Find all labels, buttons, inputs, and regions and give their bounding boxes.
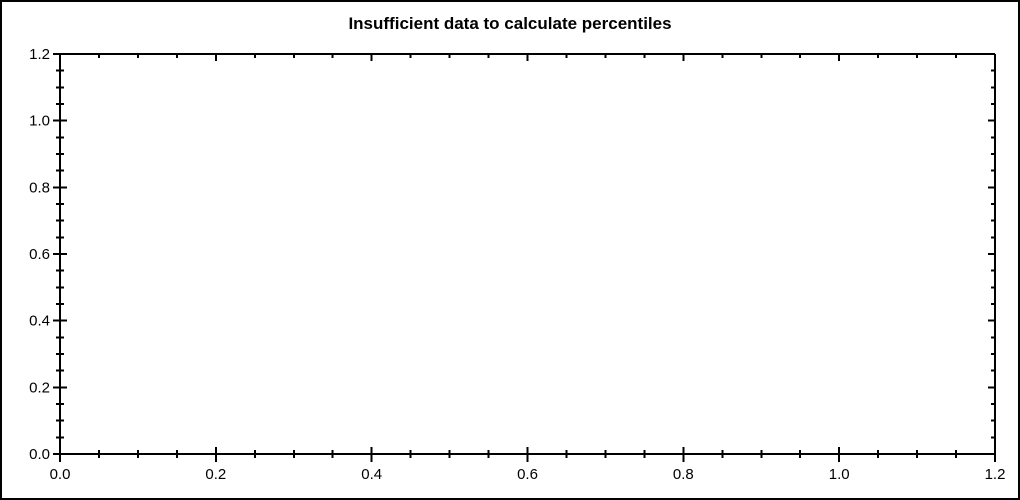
x-tick-label: 0.4: [361, 466, 382, 483]
x-tick-label: 0.0: [50, 466, 71, 483]
x-tick-label: 0.8: [673, 466, 694, 483]
x-tick-label: 0.6: [517, 466, 538, 483]
x-tick-label: 0.2: [205, 466, 226, 483]
y-tick-label: 0.8: [29, 179, 50, 196]
x-tick-label: 1.0: [829, 466, 850, 483]
y-tick-label: 0.6: [29, 246, 50, 263]
y-tick-label: 1.2: [29, 46, 50, 63]
x-tick-label: 1.2: [985, 466, 1006, 483]
y-tick-label: 0.2: [29, 379, 50, 396]
y-tick-label: 1.0: [29, 113, 50, 130]
plot-frame: [59, 53, 996, 455]
y-tick-label: 0.4: [29, 313, 50, 330]
chart-title: Insufficient data to calculate percentil…: [348, 14, 672, 33]
y-tick-label: 0.0: [29, 446, 50, 463]
y-axis: 0.0 0.2 0.4 0.6 0.8 1.0 1.2: [29, 46, 995, 463]
x-axis: 0.0 0.2 0.4 0.6 0.8 1.0 1.2: [50, 54, 1006, 483]
